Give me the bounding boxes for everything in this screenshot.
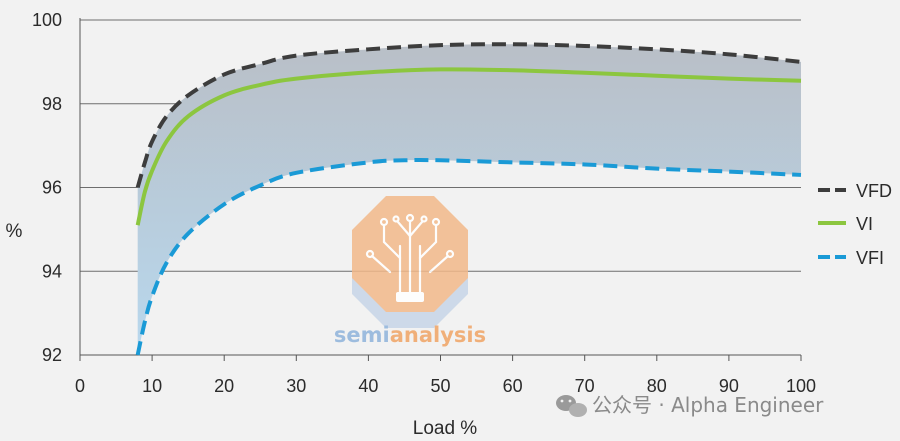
tree-icon — [365, 213, 455, 302]
y-tick-labels: 92 94 96 98 100 — [32, 10, 62, 365]
x-tick-40: 40 — [358, 376, 378, 396]
series-line-vfd — [135, 42, 802, 189]
legend-label-vfi: VFI — [856, 248, 884, 268]
x-tick-70: 70 — [575, 376, 595, 396]
x-tick-30: 30 — [286, 376, 306, 396]
legend-label-vfd: VFD — [856, 181, 892, 201]
x-tick-60: 60 — [503, 376, 523, 396]
x-tick-0: 0 — [75, 376, 85, 396]
y-axis-title: % — [6, 221, 23, 242]
legend: VFD VI VFI — [818, 181, 892, 268]
y-tick-98: 98 — [42, 94, 62, 114]
credit: 公众号 · Alpha Engineer — [556, 393, 824, 417]
y-tick-96: 96 — [42, 178, 62, 198]
x-tick-50: 50 — [430, 376, 450, 396]
x-tick-labels: 0 10 20 30 40 50 60 70 80 90 100 — [75, 355, 816, 396]
x-tick-90: 90 — [719, 376, 739, 396]
x-axis-title: Load % — [413, 418, 478, 439]
x-tick-10: 10 — [142, 376, 162, 396]
series-line-vi — [135, 67, 802, 226]
series-lines — [135, 42, 802, 356]
x-tick-80: 80 — [647, 376, 667, 396]
credit-text: 公众号 · Alpha Engineer — [592, 393, 824, 417]
wechat-icon — [556, 395, 587, 417]
x-tick-100: 100 — [786, 376, 816, 396]
legend-label-vi: VI — [856, 214, 873, 234]
series-line-vfi — [135, 158, 802, 356]
x-tick-20: 20 — [214, 376, 234, 396]
shaded-band — [137, 44, 801, 355]
watermark-logo: semianalysis — [334, 196, 486, 347]
watermark-text: semianalysis — [334, 323, 486, 347]
y-tick-100: 100 — [32, 10, 62, 30]
y-tick-92: 92 — [42, 345, 62, 365]
y-tick-94: 94 — [42, 261, 62, 281]
